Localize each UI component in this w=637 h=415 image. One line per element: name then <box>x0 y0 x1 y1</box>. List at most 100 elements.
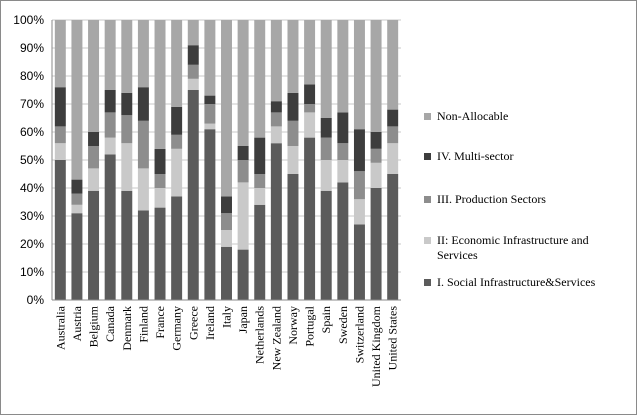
y-tick-label: 40% <box>20 181 44 195</box>
bar-segment <box>370 148 382 163</box>
bar-segment <box>387 174 399 300</box>
bar-segment <box>88 168 100 191</box>
x-tick-label: United Kingdom <box>369 305 383 387</box>
x-tick-label: Sweden <box>336 306 350 344</box>
bar-segment <box>54 87 66 127</box>
bar-segment <box>204 104 216 124</box>
bar-segment <box>137 20 149 88</box>
x-tick-label: Greece <box>186 306 200 340</box>
bar-segment <box>104 20 116 90</box>
bar-segment <box>221 196 232 214</box>
bar-segment <box>171 134 183 149</box>
bar-segment <box>187 20 199 46</box>
bar-segment <box>71 204 83 214</box>
x-tick-label: France <box>153 306 167 339</box>
bar-segment <box>287 92 299 121</box>
bar-segment <box>353 199 365 225</box>
bar-segment <box>171 106 183 135</box>
bar-segment <box>121 143 133 191</box>
bar-segment <box>221 213 232 230</box>
bar-segment <box>270 126 282 144</box>
bar-segment <box>304 84 316 104</box>
x-tick-label: New Zealand <box>269 306 283 370</box>
bar-segment <box>54 20 66 88</box>
x-tick-label: Denmark <box>120 306 134 351</box>
bar-segment <box>137 210 149 300</box>
y-tick-label: 0% <box>27 293 45 307</box>
bar-segment <box>171 20 183 107</box>
y-tick-label: 80% <box>20 69 44 83</box>
bar-segment <box>304 137 316 300</box>
bar-segment <box>287 146 299 174</box>
bar-segment <box>387 126 399 144</box>
legend-label: II: Economic Infrastructure and Services <box>437 233 589 262</box>
bar-segment <box>287 174 299 300</box>
bar-segment <box>104 112 116 138</box>
bar-segment <box>187 90 199 300</box>
y-tick-label: 60% <box>20 125 44 139</box>
bar-segment <box>88 146 100 169</box>
bar-segment <box>204 20 216 96</box>
bar-segment <box>254 174 266 188</box>
legend-label: IV. Multi-sector <box>437 149 514 163</box>
x-tick-label: Finland <box>136 306 150 343</box>
bar-segment <box>337 143 349 160</box>
bar-segment <box>270 101 282 113</box>
bar-segment <box>154 188 166 208</box>
x-tick-label: Japan <box>236 306 250 333</box>
bar-segment <box>88 132 100 146</box>
bar-segment <box>171 148 183 197</box>
bar-segment <box>353 20 365 130</box>
x-tick-label: Austria <box>70 305 84 341</box>
bar-segment <box>304 104 316 113</box>
legend-label: I. Social Infrastructure&Services <box>437 275 596 289</box>
bar-segment <box>71 179 83 194</box>
bar-segment <box>353 224 365 300</box>
bar-segment <box>287 20 299 93</box>
bar-segment <box>221 246 232 300</box>
bar-segment <box>237 146 249 160</box>
bar-segment <box>187 45 199 65</box>
bar-segment <box>320 190 332 300</box>
bar-segment <box>121 92 133 116</box>
legend-swatch <box>424 153 431 160</box>
bar-segment <box>121 115 133 144</box>
bar-segment <box>187 78 199 90</box>
x-tick-label: United States <box>386 306 400 371</box>
x-tick-label: Spain <box>319 306 333 333</box>
legend-label: III. Production Sectors <box>437 192 546 206</box>
bar-segment <box>304 112 316 138</box>
bar-segment <box>154 20 166 149</box>
bar-segment <box>104 154 116 300</box>
bar-segment <box>254 137 266 174</box>
bar-segment <box>237 249 249 300</box>
bar-segment <box>353 129 365 172</box>
bar-segment <box>270 112 282 127</box>
bar-segment <box>254 20 266 138</box>
legend-swatch <box>424 237 431 244</box>
bar-segment <box>370 20 382 132</box>
bar-segment <box>320 137 332 160</box>
bar-segment <box>304 20 316 85</box>
y-tick-label: 30% <box>20 209 44 223</box>
y-tick-label: 20% <box>20 237 44 251</box>
legend-item: Non-Allocable <box>424 109 619 124</box>
bar-segment <box>154 148 166 174</box>
bar-segment <box>154 174 166 188</box>
x-tick-label: Australia <box>53 305 67 350</box>
bar-segment <box>320 118 332 138</box>
bar-segment <box>254 188 266 205</box>
bar-segment <box>387 20 399 110</box>
x-tick-label: Ireland <box>203 306 217 340</box>
legend-item: II: Economic Infrastructure and Services <box>424 233 619 263</box>
bar-segment <box>88 190 100 300</box>
bar-segment <box>71 213 83 300</box>
bar-segment <box>204 123 216 130</box>
bar-segment <box>320 160 332 191</box>
bar-segment <box>54 143 66 160</box>
bar-segment <box>337 112 349 144</box>
bar-segment <box>88 20 100 132</box>
bar-segment <box>270 20 282 102</box>
bar-segment <box>337 160 349 183</box>
